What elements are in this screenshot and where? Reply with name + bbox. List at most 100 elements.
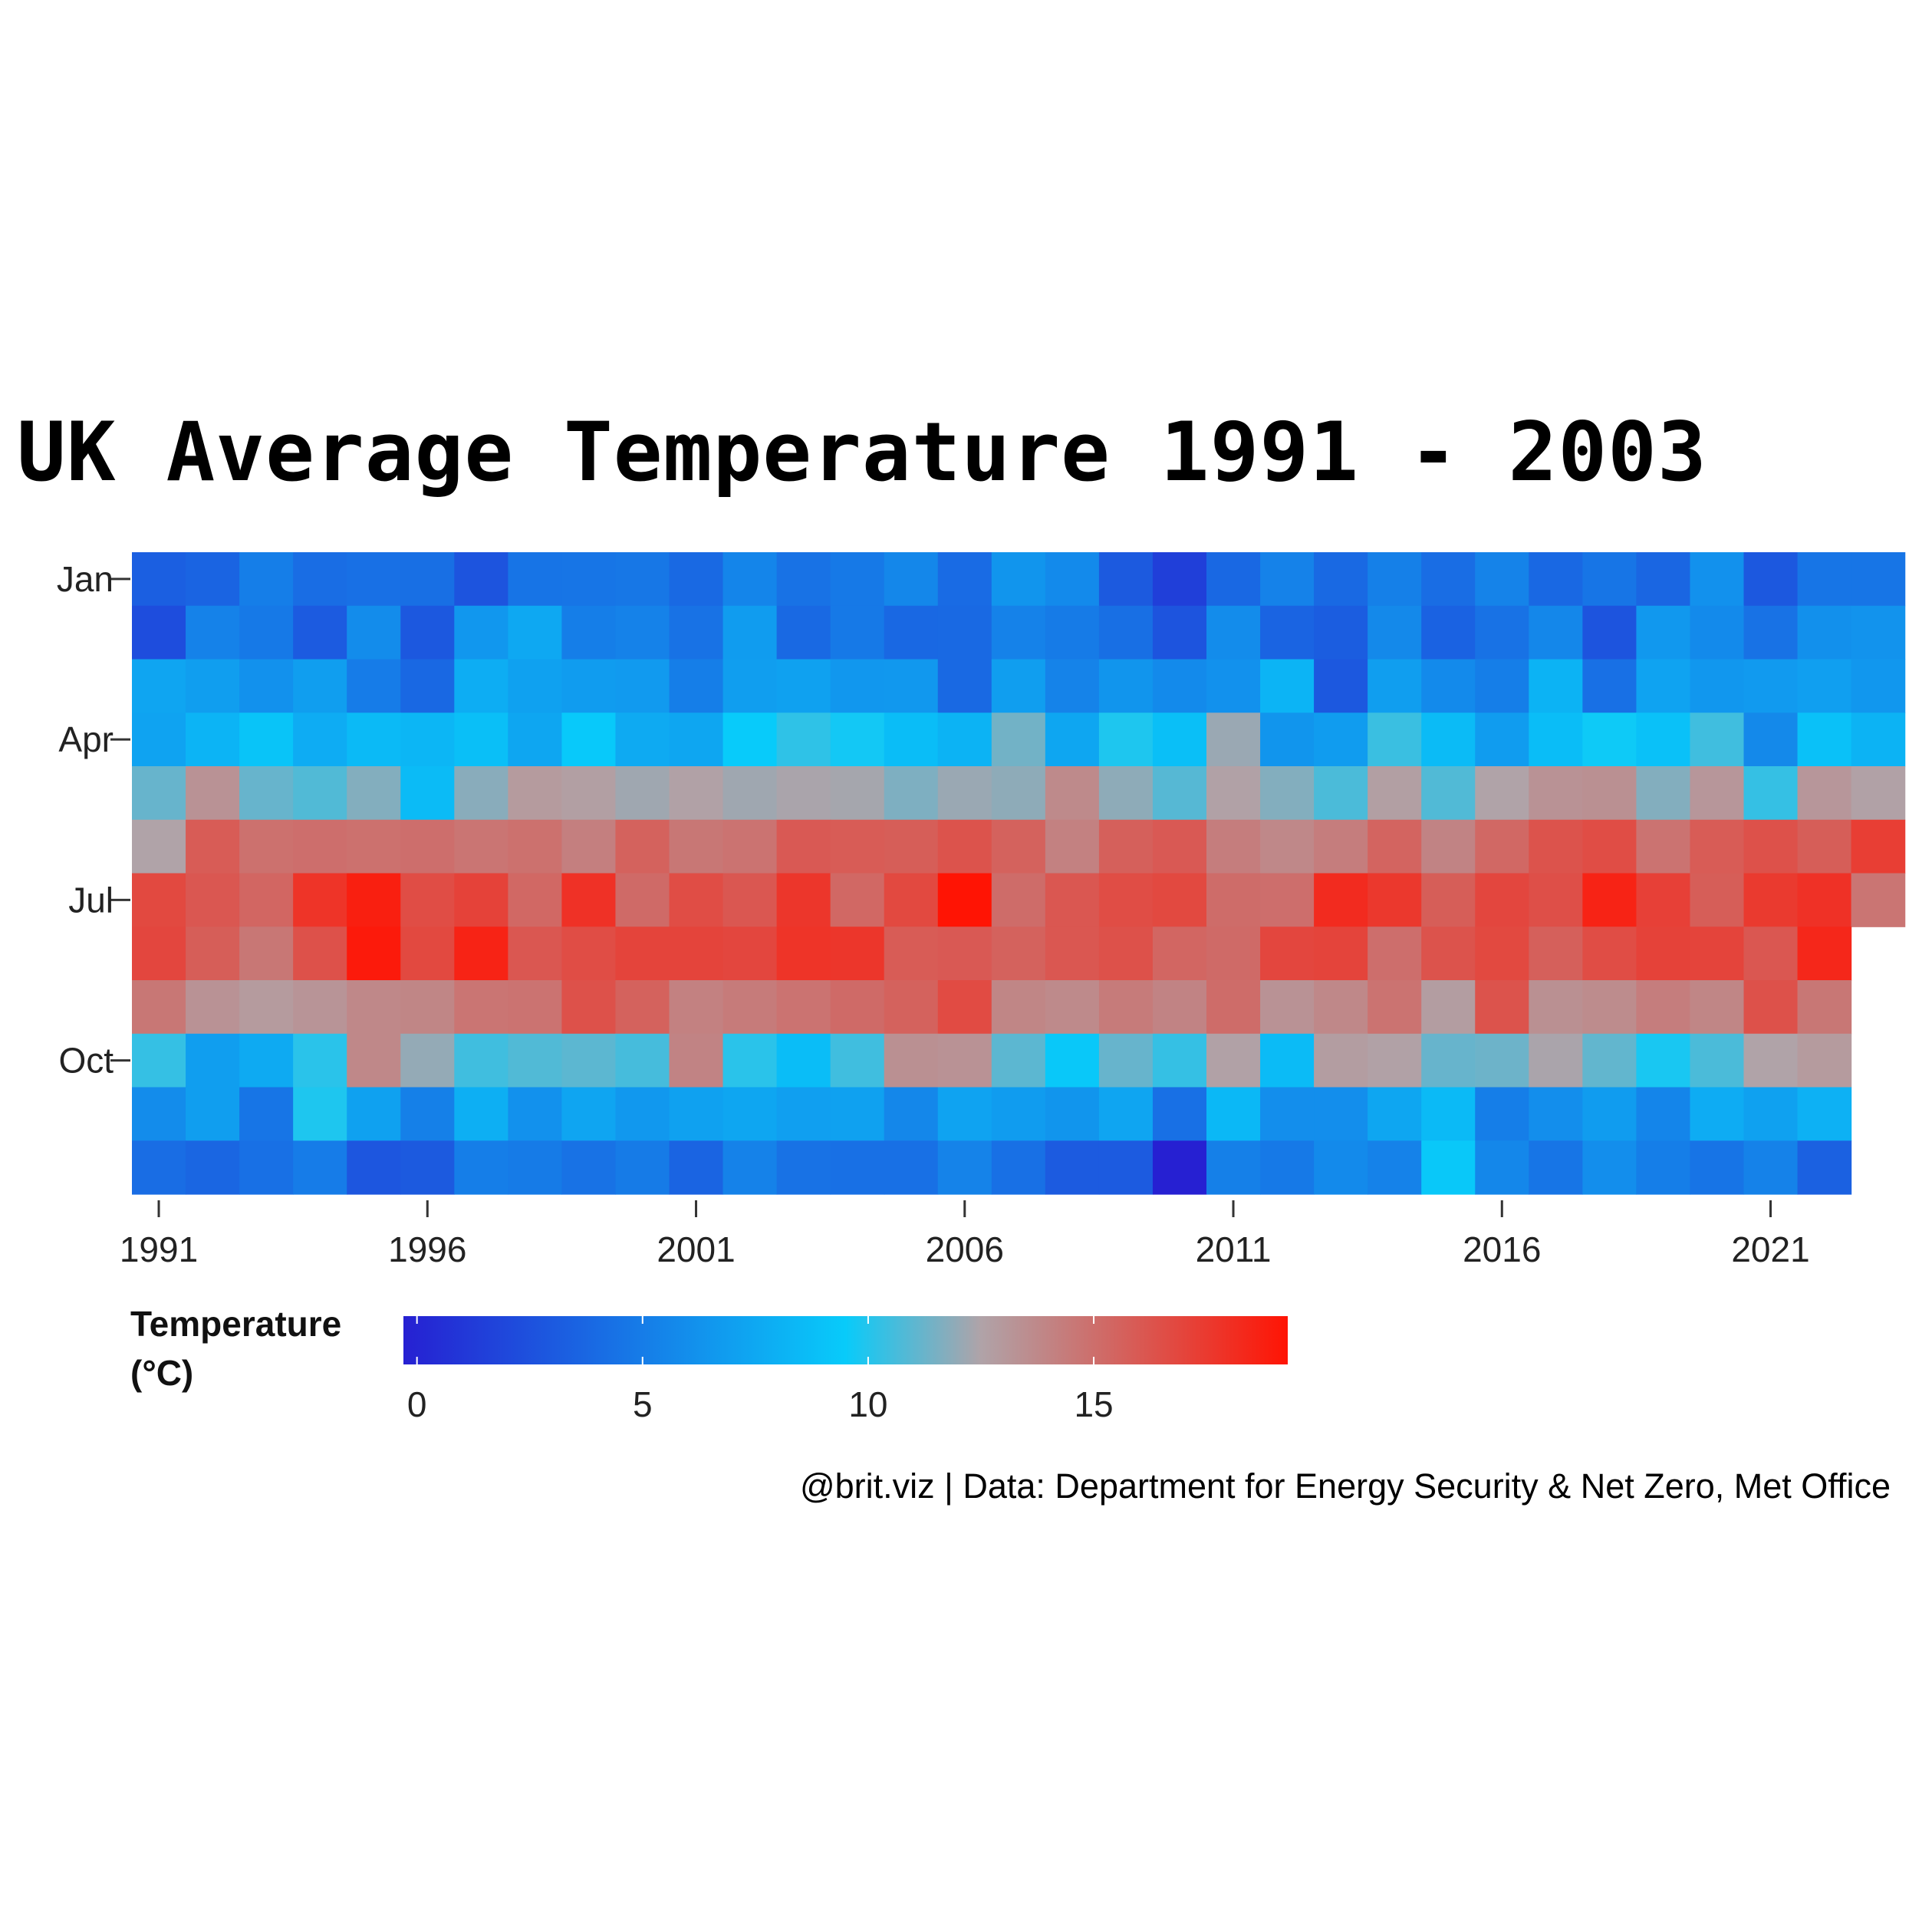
heatmap-cell [186,766,240,821]
heatmap-cell [1636,927,1691,981]
heatmap-cell [991,659,1046,713]
x-tick-label: 2016 [1463,1229,1541,1269]
x-axis: 1991 1996 2001 2006 2011 2016 2021 [120,1200,1810,1269]
heatmap-cell [293,1033,347,1088]
heatmap-cell [1690,605,1745,660]
heatmap-cell [347,605,401,660]
heatmap-cell [937,819,992,874]
heatmap-cell [293,980,347,1035]
heatmap-cell [454,713,509,767]
heatmap-cell [615,605,670,660]
heatmap-cell [1851,552,1906,607]
heatmap-cell [722,713,778,767]
heatmap-cell [1690,873,1745,927]
heatmap-cell [347,766,401,821]
heatmap-cell [1206,766,1261,821]
heatmap-cell [776,980,831,1035]
heatmap-cell [454,1087,509,1141]
heatmap-cell [776,1033,831,1088]
heatmap-cell [1582,1087,1637,1141]
heatmap-cell [347,1033,401,1088]
heatmap-cell [937,713,992,767]
heatmap-cell [1690,1033,1745,1088]
heatmap-cell [1797,980,1852,1035]
heatmap-cell [1851,873,1906,927]
heatmap-cell [1098,819,1154,874]
heatmap-cell [615,1140,670,1195]
heatmap-cell [884,873,939,927]
heatmap-cell [1368,873,1422,927]
heatmap-cell [1797,766,1852,821]
heatmap-cell [508,713,562,767]
heatmap-cell [1045,1140,1100,1195]
heatmap-cell [561,873,617,927]
heatmap-cell [1368,552,1422,607]
heatmap-cell [293,1087,347,1141]
heatmap-cell [1045,1087,1100,1141]
legend-colorbar: 0 5 10 15 [403,1316,1288,1424]
heatmap-cell [1475,980,1529,1035]
heatmap-cell [776,766,831,821]
heatmap-cell [561,980,617,1035]
heatmap-cell [1206,927,1261,981]
heatmap-cell [1636,1087,1691,1141]
heatmap-cell [669,659,724,713]
heatmap-cell [991,873,1046,927]
heatmap-cell [186,819,240,874]
heatmap-cell [1045,766,1100,821]
heatmap-cell [830,1087,885,1141]
heatmap-cell [1797,927,1852,981]
heatmap-cell [1690,659,1745,713]
heatmap-cell [830,873,885,927]
heatmap-cell [1797,819,1852,874]
heatmap-cell [1045,927,1100,981]
heatmap-cell [454,1033,509,1088]
x-tick-label: 2001 [657,1229,735,1269]
heatmap-cell [1851,605,1906,660]
heatmap-cell [1260,605,1315,660]
heatmap-cell [1045,1033,1100,1088]
heatmap-cell [1368,980,1422,1035]
heatmap-cell [1529,873,1583,927]
heatmap-cell [669,713,724,767]
heatmap-cell [776,873,831,927]
heatmap-cell [1529,1140,1583,1195]
y-axis: Jan Apr Jul Oct [57,559,130,1081]
heatmap-cell [722,1140,778,1195]
heatmap-cell [186,659,240,713]
heatmap-cell [293,927,347,981]
heatmap-cell [1314,605,1368,660]
heatmap-cell [1206,1087,1261,1141]
heatmap-cell [132,1140,186,1195]
heatmap-cell [1206,819,1261,874]
heatmap-cell [347,873,401,927]
heatmap-cell [1636,819,1691,874]
heatmap-cell [1743,766,1799,821]
heatmap-cell [1582,605,1637,660]
heatmap-cell [239,713,294,767]
heatmap-cell [1475,819,1529,874]
heatmap-cell [776,552,831,607]
heatmap-cell [615,659,670,713]
heatmap-cell [1206,605,1261,660]
heatmap-cell [1368,1087,1422,1141]
heatmap-cell [1529,980,1583,1035]
heatmap-cell [669,1087,724,1141]
heatmap-cell [132,927,186,981]
heatmap-cell [1582,819,1637,874]
heatmap-cell [400,980,455,1035]
heatmap-cell [1368,766,1422,821]
legend-title: Temperature (°C) [130,1299,391,1397]
heatmap-cell [669,552,724,607]
heatmap-cell [937,1033,992,1088]
heatmap-cell [1152,605,1207,660]
heatmap-cell [508,873,562,927]
heatmap-cell [1098,980,1154,1035]
heatmap-cell [615,713,670,767]
heatmap-cell [1260,819,1315,874]
heatmap-cell [1152,927,1207,981]
heatmap-cell [1421,980,1476,1035]
heatmap-cell [1098,1087,1154,1141]
heatmap-cell [937,1087,992,1141]
